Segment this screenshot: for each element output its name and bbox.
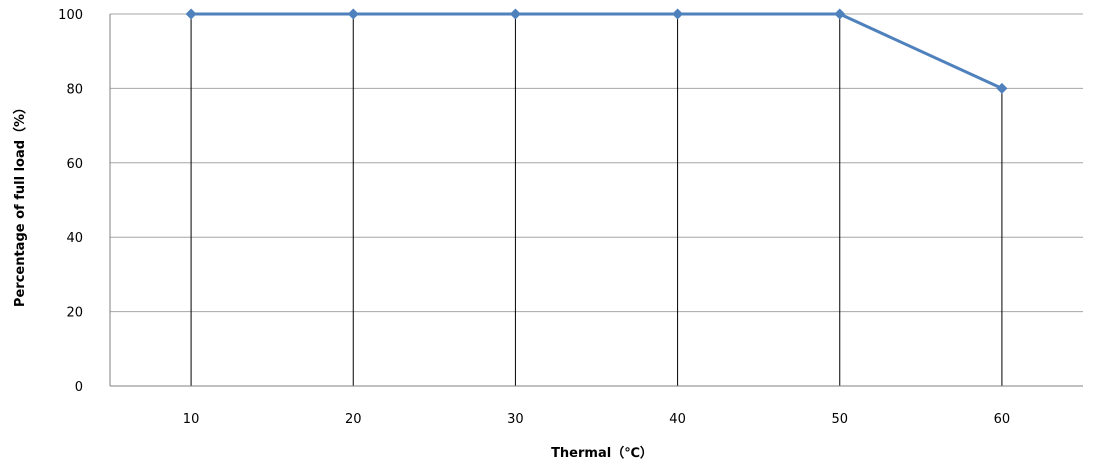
x-axis-label: Thermal（℃）: [551, 445, 653, 461]
x-tick-label: 20: [345, 412, 362, 427]
x-tick-label: 30: [507, 412, 524, 427]
drop-lines: [190, 14, 1003, 386]
x-tick-label: 50: [831, 412, 848, 427]
data-point-marker: [672, 8, 684, 20]
data-point-marker: [509, 8, 521, 20]
data-point-marker: [347, 8, 359, 20]
data-point-marker: [996, 82, 1008, 94]
y-tick-label: 20: [66, 306, 83, 321]
y-axis-label: Percentage of full load（%）: [12, 101, 28, 307]
x-tick-label: 10: [183, 412, 200, 427]
y-tick-label: 80: [66, 82, 83, 97]
y-tick-label: 0: [75, 380, 83, 395]
y-tick-label: 40: [66, 231, 83, 246]
series-layer: [185, 8, 1008, 94]
y-tick-label: 100: [58, 8, 83, 23]
data-point-marker: [185, 8, 197, 20]
x-tick-label: 40: [669, 412, 686, 427]
axes: [109, 14, 1083, 387]
x-tick-labels: 10 20 30 40 50 60: [183, 412, 1010, 427]
y-tick-label: 60: [66, 157, 83, 172]
data-point-marker: [834, 8, 846, 20]
x-tick-label: 60: [994, 412, 1011, 427]
series-line: [191, 12, 1003, 90]
y-tick-labels: 0 20 40 60 80 100: [58, 8, 83, 395]
